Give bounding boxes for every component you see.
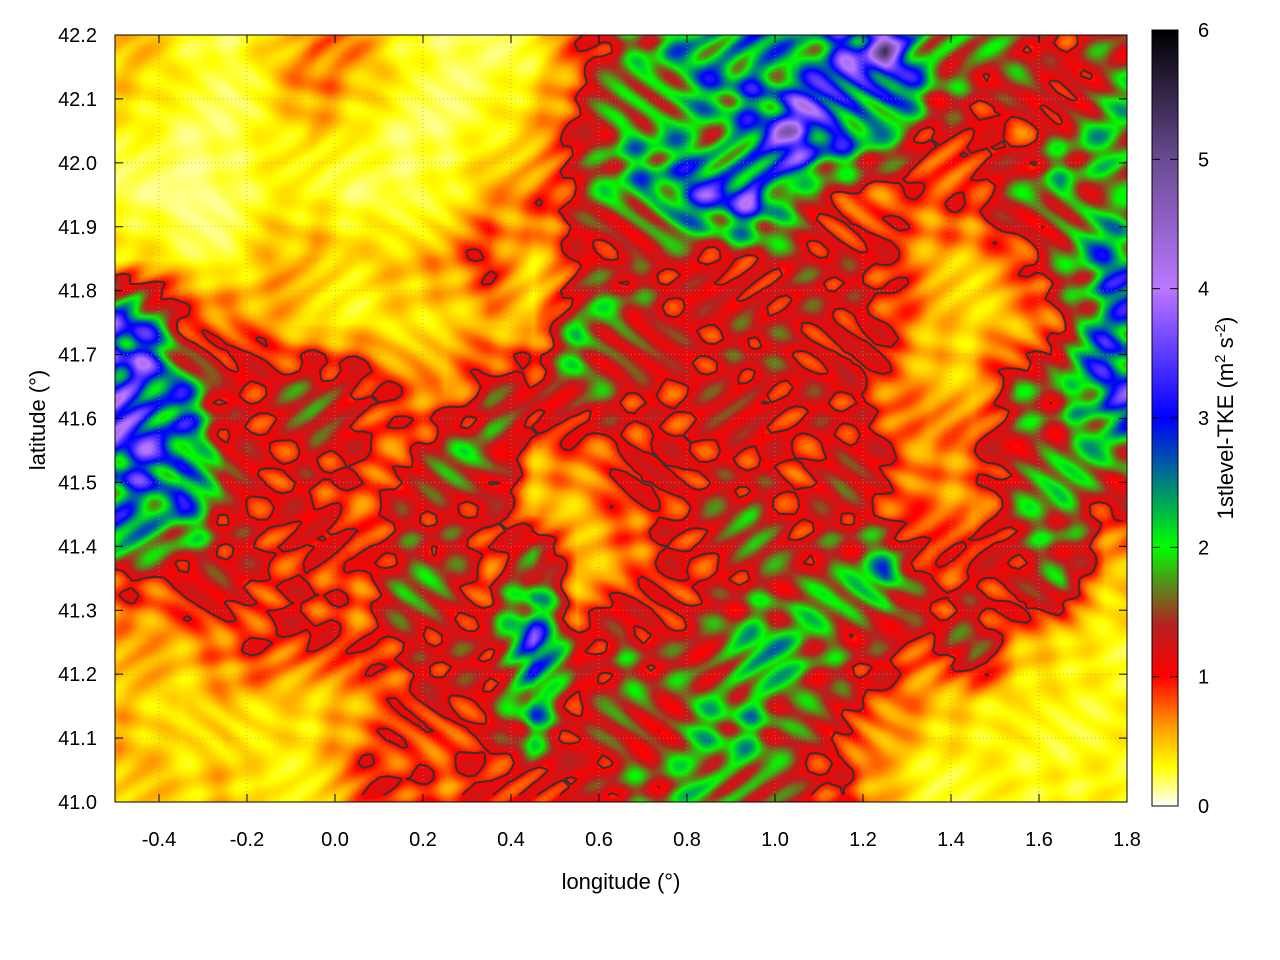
y-tick-label: 42.0 <box>58 153 97 175</box>
x-tick-label: 0.4 <box>497 829 525 851</box>
x-tick-label: -0.4 <box>142 829 176 851</box>
y-tick-label: 41.6 <box>58 409 97 431</box>
grid-lines <box>115 34 1128 803</box>
y-tick-label: 42.1 <box>58 89 97 111</box>
colorbar-label: 1stlevel-TKE (m2 s-2) <box>1212 317 1238 520</box>
x-tick-label: 0.6 <box>585 829 613 851</box>
y-tick-label: 41.7 <box>58 345 97 367</box>
y-tick-label: 41.2 <box>58 664 97 686</box>
x-tick-label: 1.0 <box>761 829 789 851</box>
y-tick-label: 41.8 <box>58 281 97 303</box>
colorbar-tick-label: 0 <box>1198 796 1209 818</box>
colorbar-tick-label: 3 <box>1198 408 1209 430</box>
y-tick-label: 41.3 <box>58 600 97 622</box>
colorbar-axis: 0 1 2 3 4 5 6 <box>1152 20 1209 818</box>
y-tick-label: 41.5 <box>58 472 97 494</box>
y-tick-label: 41.1 <box>58 728 97 750</box>
colorbar-tick-label: 1 <box>1198 667 1209 689</box>
y-axis: 41.0 41.1 41.2 41.3 41.4 41.5 41.6 41.7 41.8 41.9… <box>58 25 1127 814</box>
x-axis: -0.4 -0.2 0.0 0.2 0.4 0.6 0.8 1.0 1.2 1.4 1.6 1.8 <box>142 35 1141 851</box>
x-tick-label: 1.2 <box>849 829 877 851</box>
x-tick-label: 0.2 <box>409 829 437 851</box>
colorbar-tick-label: 2 <box>1198 537 1209 559</box>
contour-lines <box>114 34 1124 796</box>
y-axis-label: latitude (°) <box>25 370 50 471</box>
colorbar-tick-label: 4 <box>1198 279 1209 301</box>
x-tick-label: 1.6 <box>1025 829 1053 851</box>
y-tick-label: 41.4 <box>58 536 97 558</box>
contour-line <box>114 34 1124 796</box>
x-tick-label: 1.8 <box>1113 829 1141 851</box>
x-tick-label: 0.0 <box>321 829 349 851</box>
y-tick-label: 41.0 <box>58 792 97 814</box>
colorbar-tick-label: 6 <box>1198 20 1209 42</box>
y-tick-label: 41.9 <box>58 217 97 239</box>
x-tick-label: 0.8 <box>673 829 701 851</box>
x-tick-label: -0.2 <box>230 829 264 851</box>
x-axis-label: longitude (°) <box>562 869 681 894</box>
colorbar-tick-label: 5 <box>1198 149 1209 171</box>
y-tick-label: 42.2 <box>58 25 97 47</box>
x-tick-label: 1.4 <box>937 829 965 851</box>
